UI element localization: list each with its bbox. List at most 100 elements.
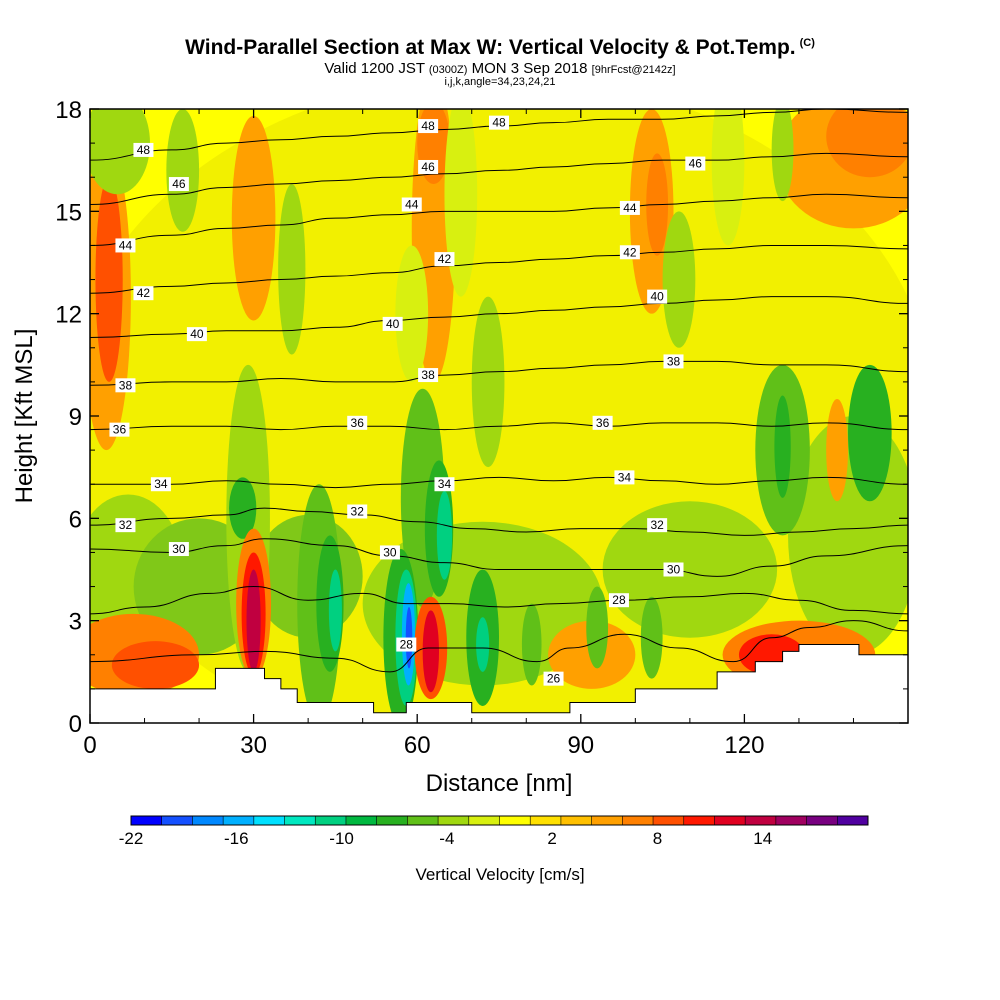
theta-label: 28 (400, 638, 414, 652)
theta-label: 40 (386, 317, 400, 331)
colorbar-label: Vertical Velocity [cm/s] (415, 865, 584, 884)
velocity-blob-34 (328, 569, 342, 652)
theta-label: 38 (421, 368, 435, 382)
x-tick-label: 30 (240, 732, 267, 759)
theta-label: 32 (650, 518, 664, 532)
colorbar-swatch (745, 816, 777, 825)
theta-label-box (347, 504, 368, 519)
colorbar-swatch (560, 816, 593, 825)
theta-label-box (347, 415, 368, 430)
colorbar-swatch (806, 816, 838, 825)
theta-label-box (685, 156, 706, 171)
theta-label: 44 (119, 238, 133, 252)
theta-label: 46 (689, 157, 703, 171)
theta-contour-32 (90, 507, 908, 536)
theta-label: 42 (137, 286, 151, 300)
theta-label: 46 (421, 160, 435, 174)
theta-label-box (418, 368, 439, 383)
y-tick-label: 6 (69, 506, 82, 533)
velocity-blob-29 (471, 296, 505, 468)
velocity-blob-21 (90, 109, 150, 195)
colorbar-swatch (345, 816, 378, 825)
theta-label-box (647, 518, 668, 533)
colorbar-swatch (775, 816, 808, 825)
x-tick-label: 90 (567, 732, 594, 759)
x-axis-label: Distance [nm] (426, 770, 573, 797)
colorbar-swatch (315, 816, 347, 825)
theta-label-box (418, 119, 439, 134)
y-tick-label: 18 (55, 97, 82, 124)
x-tick-label: 60 (404, 732, 431, 759)
theta-label: 42 (623, 245, 637, 259)
theta-label: 38 (119, 378, 133, 392)
theta-contour-30 (90, 538, 908, 577)
theta-contour-34 (90, 476, 908, 489)
velocity-blob-22 (166, 109, 200, 232)
theta-label-box (434, 252, 455, 267)
theta-label: 34 (438, 477, 452, 491)
theta-label-box (619, 245, 640, 260)
theta-label-box (647, 289, 668, 304)
colorbar-swatch (438, 816, 470, 825)
velocity-blob-49 (848, 364, 892, 502)
colorbar-swatch (468, 816, 500, 825)
colorbar-swatch (622, 816, 654, 825)
colorbar-tick-label: -16 (224, 829, 249, 848)
theta-label-box (133, 142, 154, 157)
theta-label-box (434, 477, 455, 492)
theta-contours (90, 109, 908, 673)
theta-contour-28 (90, 586, 908, 615)
colorbar-tick-label: 8 (653, 829, 662, 848)
velocity-blob-19 (826, 109, 908, 178)
chart-subtitle: Valid 1200 JST (0300Z) MON 3 Sep 2018 [9… (324, 60, 676, 77)
theta-contour-42 (90, 244, 908, 294)
theta-label: 28 (612, 593, 626, 607)
theta-label: 26 (547, 672, 561, 686)
theta-label-box (543, 671, 564, 686)
theta-label: 36 (351, 416, 365, 430)
theta-label: 34 (618, 470, 632, 484)
theta-label-box (382, 316, 403, 331)
theta-label-box (396, 637, 417, 652)
colorbar-swatch (161, 816, 193, 825)
colorbar-swatch (223, 816, 255, 825)
theta-labels: 48 48 48 46 46 46 44 44 44 42 42 42 40 40 40 38 38 38 36 36… (109, 115, 706, 686)
theta-label: 46 (172, 177, 186, 191)
colorbar-swatch (284, 816, 316, 825)
theta-label-box (168, 177, 189, 192)
velocity-blob-50 (826, 398, 849, 502)
velocity-blob-23 (278, 184, 306, 355)
colorbar-swatch (376, 816, 408, 825)
colorbar-swatch (131, 816, 163, 825)
velocity-blob-8 (111, 641, 200, 689)
theta-label: 48 (137, 143, 151, 157)
colorbar-swatch (192, 816, 224, 825)
velocity-blob-24 (395, 245, 429, 382)
theta-label-box (150, 477, 171, 492)
velocity-blob-46 (640, 596, 663, 679)
colorbar-swatch (530, 816, 562, 825)
chart-subtitle-indices: i,j,k,angle=34,23,24,21 (444, 76, 556, 88)
velocity-blob-26 (662, 211, 696, 348)
colorbar-swatch (253, 816, 286, 825)
y-tick-label: 3 (69, 609, 82, 636)
velocity-blob-37 (436, 491, 453, 580)
theta-label-box (614, 470, 635, 485)
theta-label: 34 (154, 477, 168, 491)
theta-label-box (401, 197, 422, 212)
theta-label: 32 (119, 518, 133, 532)
colorbar-swatch (407, 816, 439, 825)
theta-label-box (489, 115, 509, 130)
colorbar: -22 -16 -10 -4 2 8 14 Vertical Velocity [cm/s] (119, 815, 869, 884)
colorbar-tick-label: -22 (119, 829, 144, 848)
velocity-blob-28 (771, 109, 794, 202)
terrain-mask (90, 644, 908, 723)
y-tick-label: 0 (69, 711, 82, 738)
colorbar-swatch (683, 816, 715, 825)
theta-label: 44 (405, 198, 419, 212)
theta-label-box (168, 542, 189, 557)
theta-label-box (608, 593, 629, 608)
